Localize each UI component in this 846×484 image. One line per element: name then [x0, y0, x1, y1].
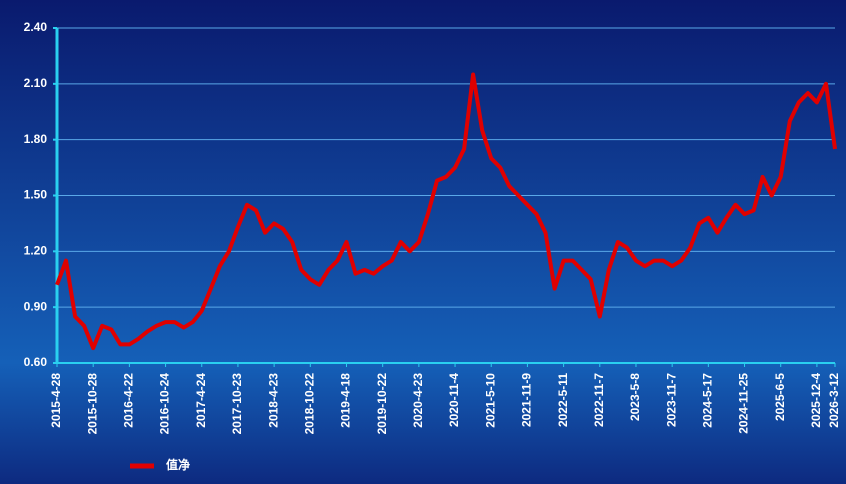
x-tick-label: 2025-12-4 — [809, 373, 823, 428]
x-tick-label: 2024-11-25 — [737, 373, 751, 434]
x-tick-label: 2016-10-24 — [158, 373, 172, 435]
line — [55, 72, 837, 351]
x-tick-label: 2024-5-17 — [701, 373, 715, 428]
x-tick-label: 2016-4-22 — [122, 373, 136, 428]
x-tick-label: 2023-11-7 — [664, 373, 678, 427]
x-tick-label: 2026-3-12 — [827, 373, 841, 428]
y-tick-label: 0.60 — [24, 355, 48, 369]
y-tick-label: 0.90 — [24, 299, 48, 313]
x-tick-label: 2015-10-28 — [85, 373, 99, 435]
legend-label: 值净 — [166, 457, 190, 472]
x-tick-label: 2022-11-7 — [592, 373, 606, 427]
y-tick-label: 2.40 — [24, 20, 48, 34]
x-tick-label: 2018-4-23 — [266, 373, 280, 428]
x-tick-label: 2018-10-22 — [302, 373, 316, 435]
x-tick-label: 2023-5-8 — [628, 373, 642, 421]
y-tick-label: 1.20 — [24, 244, 48, 258]
x-tick-label: 2019-4-18 — [339, 373, 353, 428]
x-tick-label: 2025-6-5 — [773, 373, 787, 421]
x-tick-label: 2021-5-10 — [483, 373, 497, 428]
x-tick-label: 2015-4-28 — [49, 373, 63, 428]
x-tick-label: 2020-11-4 — [447, 373, 461, 427]
y-tick-label: 1.80 — [24, 132, 48, 146]
x-tick-label: 2017-4-24 — [194, 373, 208, 428]
x-tick-label: 2022-5-11 — [556, 373, 570, 427]
x-tick-label: 2021-11-9 — [520, 373, 534, 427]
y-tick-label: 1.50 — [24, 188, 48, 202]
x-tick-label: 2017-10-23 — [230, 373, 244, 435]
x-tick-label: 2019-10-22 — [375, 373, 389, 435]
y-tick-label: 2.10 — [24, 76, 48, 90]
x-tick-label: 2020-4-23 — [411, 373, 425, 428]
